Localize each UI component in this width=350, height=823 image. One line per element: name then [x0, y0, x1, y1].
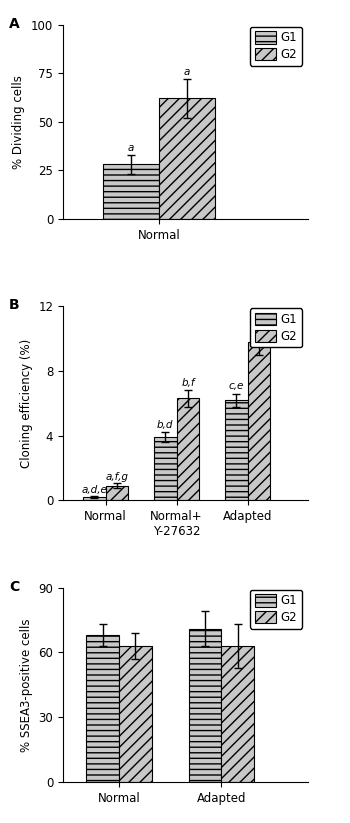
- Bar: [225, 400, 248, 500]
- Y-axis label: % SSEA3-positive cells: % SSEA3-positive cells: [20, 618, 33, 751]
- Y-axis label: % Dividing cells: % Dividing cells: [13, 75, 26, 169]
- Bar: [83, 497, 106, 500]
- Text: a,f,g: a,f,g: [105, 472, 128, 481]
- Text: a: a: [128, 143, 134, 153]
- Bar: [177, 398, 199, 500]
- Bar: [106, 486, 128, 500]
- Text: C: C: [9, 580, 19, 594]
- Bar: [154, 437, 177, 500]
- Y-axis label: Cloning efficiency (%): Cloning efficiency (%): [20, 338, 33, 468]
- Bar: [119, 646, 152, 782]
- Text: a,d,e: a,d,e: [81, 486, 107, 495]
- Text: A: A: [9, 17, 20, 31]
- Bar: [189, 629, 221, 782]
- Bar: [86, 635, 119, 782]
- Bar: [103, 165, 159, 219]
- Text: c,e: c,e: [229, 381, 244, 391]
- Text: B: B: [9, 299, 20, 313]
- Bar: [248, 342, 270, 500]
- Text: c,g: c,g: [251, 316, 267, 327]
- Text: b,f: b,f: [181, 378, 195, 388]
- Text: a: a: [184, 67, 190, 77]
- Legend: G1, G2: G1, G2: [250, 590, 302, 629]
- Bar: [159, 99, 215, 219]
- Bar: [221, 646, 254, 782]
- Text: b,d: b,d: [157, 420, 174, 430]
- Legend: G1, G2: G1, G2: [250, 309, 302, 347]
- Legend: G1, G2: G1, G2: [250, 26, 302, 66]
